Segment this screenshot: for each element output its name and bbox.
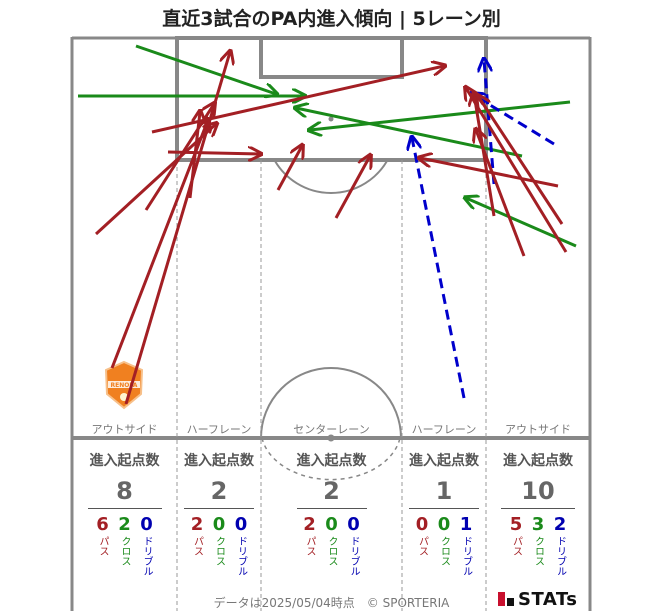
dribble-arrow bbox=[412, 138, 466, 399]
penalty-spot bbox=[328, 116, 334, 122]
cross-arrow bbox=[310, 100, 571, 130]
lane-label-center: センターレーン bbox=[293, 423, 370, 436]
pass-label: パス bbox=[304, 536, 315, 556]
dribble-label: ドリブル bbox=[235, 536, 247, 576]
goal-area bbox=[259, 36, 404, 79]
pass-count: 0 bbox=[415, 514, 429, 535]
pass-count: 2 bbox=[190, 514, 204, 535]
dribble-arrow bbox=[484, 60, 496, 185]
pass-count: 5 bbox=[509, 514, 523, 535]
lane-label-halfspace-left: ハーフレーン bbox=[186, 423, 252, 436]
pass-label: パス bbox=[191, 536, 203, 556]
dribble-count: 1 bbox=[459, 514, 473, 535]
brand-mark-icon bbox=[498, 592, 505, 606]
lane-label-halfspace-right: ハーフレーン bbox=[411, 423, 477, 436]
pass-count: 6 bbox=[96, 514, 109, 535]
pass-arrow bbox=[151, 66, 444, 134]
dribble-label: ドリブル bbox=[141, 536, 152, 576]
pass-label: パス bbox=[416, 536, 428, 556]
center-spot bbox=[327, 434, 335, 442]
pass-arrow bbox=[466, 88, 568, 253]
stat-total: 8 bbox=[116, 477, 133, 505]
lane-dividers bbox=[176, 160, 487, 611]
cross-label: クロス bbox=[119, 536, 130, 566]
team-logo: RENOFA bbox=[104, 360, 144, 410]
stat-title: 進入起点数 bbox=[184, 453, 254, 469]
pass-arrow bbox=[334, 156, 370, 219]
dribble-count: 0 bbox=[347, 514, 360, 535]
lane-stats-halfspace-right: 進入起点数 1 0 パス 0 クロス 1 ドリブル bbox=[402, 450, 486, 576]
center-circle bbox=[260, 367, 402, 439]
footer-credit: データは2025/05/04時点 © SPORTERIA bbox=[213, 596, 450, 610]
cross-label: クロス bbox=[326, 536, 337, 566]
pass-arrow bbox=[478, 96, 564, 225]
stat-title: 進入起点数 bbox=[409, 453, 479, 469]
brand-mark-icon bbox=[507, 598, 514, 606]
pass-arrows bbox=[94, 52, 568, 405]
pass-label: パス bbox=[510, 536, 522, 556]
cross-count: 0 bbox=[325, 514, 338, 535]
penalty-area bbox=[175, 36, 488, 162]
stat-total: 2 bbox=[323, 477, 340, 505]
pass-arrow bbox=[276, 146, 302, 191]
dribble-count: 0 bbox=[234, 514, 248, 535]
stat-title: 進入起点数 bbox=[89, 453, 160, 469]
pass-count: 2 bbox=[303, 514, 316, 535]
lane-label-outside-left: アウトサイド bbox=[91, 423, 158, 436]
stat-title: 進入起点数 bbox=[503, 453, 573, 469]
cross-arrow bbox=[135, 44, 276, 94]
cross-count: 0 bbox=[437, 514, 451, 535]
brand-logo: STATs bbox=[498, 589, 577, 610]
cross-count: 2 bbox=[118, 514, 131, 535]
dribble-count: 2 bbox=[553, 514, 567, 535]
svg-text:RENOFA: RENOFA bbox=[111, 382, 138, 389]
pass-arrow bbox=[110, 120, 208, 369]
cross-count: 0 bbox=[212, 514, 226, 535]
stat-total: 2 bbox=[210, 477, 228, 505]
dribble-label: ドリブル bbox=[348, 536, 359, 576]
brand-text: STATs bbox=[518, 589, 578, 610]
pass-arrow bbox=[188, 112, 200, 199]
stat-title: 進入起点数 bbox=[296, 453, 367, 469]
chart-title: 直近3試合のPA内進入傾向 | 5レーン別 bbox=[162, 8, 501, 30]
lane-stats-center: 進入起点数 2 2 パス 0 クロス 0 ドリブル bbox=[261, 450, 402, 576]
lane-stats-outside-right: 進入起点数 10 5 パス 3 クロス 2 ドリブル bbox=[486, 450, 590, 576]
cross-count: 3 bbox=[531, 514, 545, 535]
dribble-label: ドリブル bbox=[460, 536, 472, 576]
dribble-label: ドリブル bbox=[554, 536, 566, 576]
lane-stats-halfspace-left: 進入起点数 2 2 パス 0 クロス 0 ドリブル bbox=[177, 450, 261, 576]
cross-label: クロス bbox=[213, 536, 225, 566]
stat-total: 10 bbox=[521, 477, 555, 505]
dribble-count: 0 bbox=[140, 514, 153, 535]
lane-label-outside-right: アウトサイド bbox=[505, 423, 571, 436]
lane-stats-outside-left: 進入起点数 8 6 パス 2 クロス 0 ドリブル bbox=[72, 450, 177, 576]
pass-arrow bbox=[474, 94, 496, 217]
cross-label: クロス bbox=[532, 536, 544, 566]
cross-label: クロス bbox=[438, 536, 450, 566]
stat-total: 1 bbox=[435, 477, 453, 505]
pass-arrow bbox=[167, 152, 260, 154]
pass-label: パス bbox=[97, 536, 108, 556]
